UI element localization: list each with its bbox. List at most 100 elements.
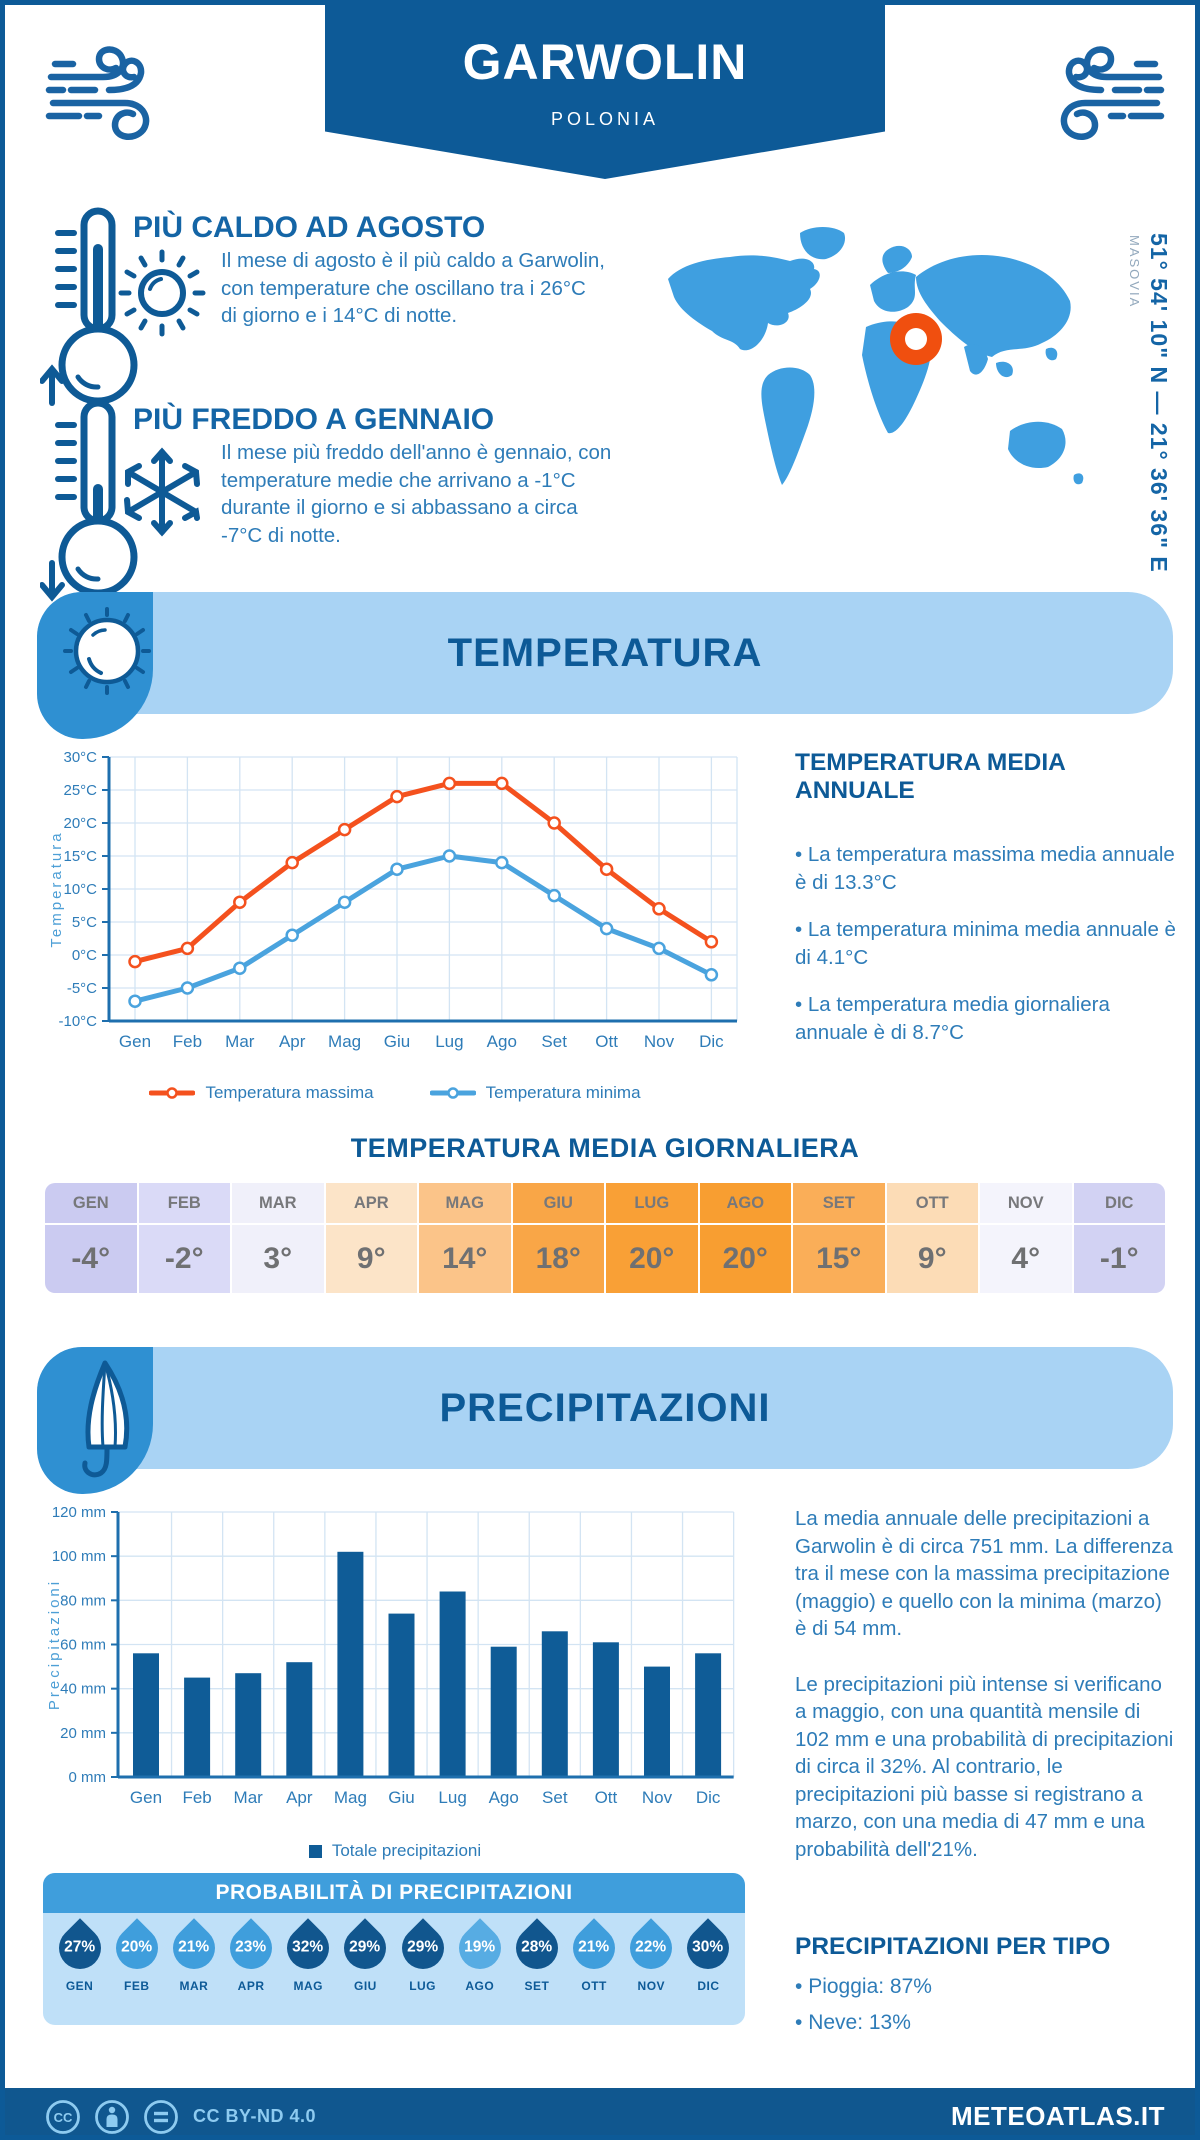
probability-value: 20% — [121, 1939, 153, 1956]
by-type-title: PRECIPITAZIONI PER TIPO — [795, 1933, 1111, 1960]
probability-slot: 20% FEB — [107, 1913, 167, 1993]
svg-text:Giu: Giu — [384, 1032, 410, 1051]
svg-text:60 mm: 60 mm — [60, 1637, 106, 1654]
table-temperature-value: -1° — [1073, 1225, 1165, 1293]
table-temperature-value: 3° — [232, 1225, 324, 1293]
svg-text:Gen: Gen — [119, 1032, 151, 1051]
precipitation-banner-title: PRECIPITAZIONI — [439, 1385, 771, 1430]
probability-value: 23% — [235, 1939, 267, 1956]
page-title: GARWOLIN — [462, 34, 748, 90]
by-type-item: Pioggia: 87% — [795, 1969, 1175, 2005]
legend-label: Temperatura massima — [205, 1083, 374, 1102]
svg-text:80 mm: 80 mm — [60, 1592, 106, 1609]
svg-text:Mag: Mag — [334, 1788, 367, 1807]
probability-title: PROBABILITÀ DI PRECIPITAZIONI — [43, 1873, 745, 1913]
probability-month-label: MAG — [293, 1979, 324, 1993]
probability-value: 21% — [178, 1939, 210, 1956]
map-region-label: MASOVIA — [1127, 235, 1142, 309]
table-month-header: GEN — [45, 1183, 137, 1225]
table-month-header: SET — [793, 1183, 885, 1225]
table-month-header: GIU — [512, 1183, 604, 1225]
legend-square-swatch — [308, 1844, 322, 1858]
probability-month-label: NOV — [637, 1979, 666, 1993]
raindrop-icon: 27% — [49, 1918, 110, 1978]
table-column: DIC -1° — [1073, 1183, 1165, 1293]
precipitation-by-type-block: PRECIPITAZIONI PER TIPO Pioggia: 87% Nev… — [795, 1933, 1175, 2041]
svg-text:Temperatura: Temperatura — [48, 830, 65, 947]
svg-text:Mag: Mag — [328, 1032, 361, 1051]
legend-item: Temperatura minima — [429, 1083, 641, 1103]
table-temperature-value: 14° — [419, 1225, 511, 1293]
table-column: GEN -4° — [45, 1183, 137, 1293]
sun-banner-icon — [63, 607, 151, 695]
svg-text:Lug: Lug — [438, 1788, 466, 1807]
annual-temperature-title: TEMPERATURA MEDIA ANNUALE — [795, 749, 1065, 804]
table-temperature-value: 15° — [793, 1225, 885, 1293]
probability-value: 27% — [64, 1939, 96, 1956]
table-month-header: DIC — [1073, 1183, 1165, 1225]
precipitation-text-block: La media annuale delle precipitazioni a … — [795, 1505, 1175, 1863]
svg-text:-5°C: -5°C — [67, 980, 97, 997]
table-temperature-value: 4° — [980, 1225, 1072, 1293]
probability-month-label: LUG — [409, 1979, 437, 1993]
precipitation-paragraph: Le precipitazioni più intense si verific… — [795, 1672, 1174, 1861]
probability-slot: 28% SET — [507, 1913, 567, 1993]
raindrop-icon: 19% — [450, 1918, 510, 1978]
temperature-line-chart: 30°C 25°C 20°C 15°C 10°C 5°C 0°C -5°C -10°C Gen Fe… — [48, 749, 738, 1051]
table-column: MAG 14° — [419, 1183, 511, 1293]
legend-item: Totale precipitazioni — [308, 1841, 482, 1861]
raindrop-icon: 29% — [335, 1918, 396, 1978]
sun-icon — [118, 249, 206, 337]
precipitation-bar-chart: 0 mm 20 mm 40 mm 60 mm 80 mm 100 mm 120 mm Gen F… — [46, 1504, 735, 1807]
svg-text:20 mm: 20 mm — [60, 1725, 106, 1742]
page-subtitle: POLONIA — [550, 109, 660, 129]
annual-bullet: La temperatura minima media annuale è di… — [795, 916, 1183, 971]
wind-icon — [45, 46, 150, 140]
table-month-header: OTT — [886, 1183, 978, 1225]
temperature-banner: TEMPERATURA — [37, 592, 1173, 714]
svg-text:Mar: Mar — [234, 1788, 264, 1807]
annual-bullet: La temperatura media giornaliera annuale… — [795, 991, 1183, 1046]
probability-month-label: FEB — [124, 1979, 150, 1993]
table-temperature-value: 20° — [699, 1225, 791, 1293]
probability-month-label: GEN — [65, 1979, 94, 1993]
legend-label: Totale precipitazioni — [331, 1841, 482, 1860]
svg-text:10°C: 10°C — [63, 881, 97, 898]
by-type-item: Neve: 13% — [795, 2005, 1175, 2041]
table-temperature-value: 9° — [325, 1225, 417, 1293]
map-land — [668, 227, 1084, 485]
table-month-header: MAR — [232, 1183, 324, 1225]
probability-month-label: AGO — [465, 1979, 495, 1993]
raindrop-icon: 32% — [278, 1918, 338, 1978]
probability-slot: 23% APR — [221, 1913, 281, 1993]
table-month-header: APR — [325, 1183, 417, 1225]
table-temperature-value: 20° — [606, 1225, 698, 1293]
warm-section-text: Il mese di agosto è il più caldo a Garwo… — [221, 249, 606, 327]
probability-slot: 19% AGO — [450, 1913, 510, 1993]
precipitation-chart-legend: Totale precipitazioni — [45, 1841, 745, 1861]
svg-text:Nov: Nov — [642, 1788, 673, 1807]
annual-bullet: La temperatura massima media annuale è d… — [795, 841, 1183, 896]
svg-text:Dic: Dic — [699, 1032, 724, 1051]
probability-droplets: 27% GEN 20% FEB 21% MAR 23% APR 32% MAG 29% GIU 29% L… — [43, 1913, 745, 1993]
raindrop-icon: 29% — [392, 1918, 453, 1978]
probability-value: 29% — [407, 1939, 439, 1956]
probability-month-label: DIC — [697, 1979, 720, 1993]
svg-text:Nov: Nov — [644, 1032, 675, 1051]
raindrop-icon: 21% — [164, 1918, 224, 1978]
svg-text:0°C: 0°C — [72, 947, 97, 964]
snowflake-icon — [124, 447, 200, 537]
legend-item: Temperatura massima — [149, 1083, 374, 1103]
table-temperature-value: 18° — [512, 1225, 604, 1293]
table-column: APR 9° — [325, 1183, 417, 1293]
probability-value: 22% — [635, 1939, 667, 1956]
probability-value: 21% — [578, 1939, 610, 1956]
svg-text:120 mm: 120 mm — [52, 1504, 106, 1521]
table-column: AGO 20° — [699, 1183, 791, 1293]
table-column: SET 15° — [793, 1183, 885, 1293]
probability-panel: PROBABILITÀ DI PRECIPITAZIONI 27% GEN 20% F… — [43, 1873, 745, 2025]
table-month-header: LUG — [606, 1183, 698, 1225]
raindrop-icon: 30% — [678, 1918, 739, 1978]
svg-text:25°C: 25°C — [63, 782, 97, 799]
